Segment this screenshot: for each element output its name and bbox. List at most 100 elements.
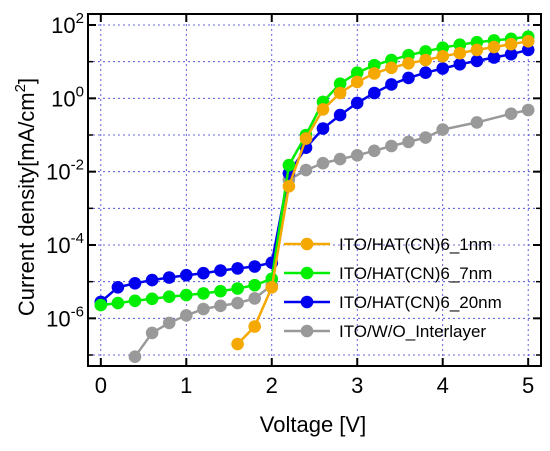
data-point	[248, 278, 261, 292]
y-tick-label: 10-2	[46, 157, 84, 185]
data-point	[248, 292, 261, 305]
data-point	[265, 281, 279, 294]
data-point	[470, 43, 484, 57]
data-point	[162, 290, 176, 304]
data-point	[350, 66, 364, 79]
data-point	[419, 131, 432, 144]
data-point	[145, 273, 159, 287]
data-point	[231, 262, 244, 275]
legend-item: ITO/HAT(CN)6_20nm	[284, 293, 502, 312]
data-point	[299, 132, 313, 145]
data-point	[487, 51, 501, 64]
data-point	[316, 122, 330, 135]
data-point	[419, 66, 432, 79]
data-point	[402, 57, 415, 70]
data-point	[436, 123, 450, 136]
data-point	[419, 53, 432, 67]
data-point	[145, 326, 159, 340]
data-point	[162, 316, 176, 330]
data-point	[453, 46, 467, 60]
legend-item: ITO/HAT(CN)6_1nm	[284, 235, 492, 254]
y-axis-title-close: ]	[14, 78, 39, 84]
data-point	[333, 152, 347, 166]
data-point	[453, 58, 467, 71]
data-point	[197, 266, 210, 280]
data-point	[385, 61, 398, 75]
data-point	[248, 260, 261, 273]
y-tick-label: 102	[51, 10, 84, 38]
data-point	[350, 149, 364, 162]
data-point	[504, 47, 518, 61]
data-point	[214, 299, 227, 313]
data-point	[333, 86, 347, 100]
data-point	[402, 135, 415, 149]
x-tick-label: 3	[351, 373, 363, 398]
data-point	[436, 50, 450, 63]
data-point	[128, 294, 142, 308]
y-tick-label: 100	[51, 83, 84, 111]
data-point	[299, 163, 313, 177]
data-point	[504, 37, 518, 51]
data-point	[94, 298, 108, 312]
data-point	[180, 268, 193, 282]
data-point	[214, 264, 227, 277]
legend-marker	[300, 324, 314, 338]
series-1	[231, 35, 535, 351]
data-point	[197, 302, 210, 316]
series-line	[133, 108, 529, 358]
legend-label: ITO/HAT(CN)6_20nm	[339, 293, 502, 312]
data-point	[231, 282, 244, 295]
x-tick-label: 0	[95, 373, 107, 398]
x-tick-label: 2	[266, 373, 278, 398]
y-axis-title-superscript: 2	[12, 84, 29, 92]
x-tick-label: 5	[522, 373, 534, 398]
legend-marker	[300, 295, 314, 309]
data-point	[214, 284, 227, 298]
data-point	[231, 296, 244, 310]
data-point	[402, 71, 415, 85]
data-point	[385, 78, 398, 91]
data-point	[231, 337, 244, 351]
plot-series	[94, 30, 535, 364]
y-tick-label: 10-6	[46, 303, 84, 331]
data-point	[504, 107, 518, 120]
data-point	[282, 180, 296, 193]
data-point	[316, 103, 330, 116]
data-point	[180, 309, 193, 322]
plot-frame	[87, 13, 542, 367]
data-point	[350, 75, 364, 89]
x-tick-label: 4	[437, 373, 449, 398]
data-point	[197, 287, 210, 300]
data-point	[128, 350, 142, 364]
x-axis-title: Voltage [V]	[260, 412, 366, 437]
data-point	[282, 158, 296, 172]
data-point	[333, 77, 347, 90]
data-point	[162, 271, 176, 284]
data-point	[487, 40, 501, 54]
data-point	[368, 144, 381, 158]
data-point	[180, 288, 193, 302]
legend: ITO/HAT(CN)6_1nm ITO/HAT(CN)6_7nm ITO/HAT(…	[284, 235, 502, 341]
legend-item: ITO/HAT(CN)6_7nm	[284, 264, 492, 283]
x-tick-label: 1	[180, 373, 192, 398]
data-point	[385, 139, 398, 153]
data-point	[470, 116, 484, 129]
y-axis-title: Current density[mA/cm2]	[12, 78, 39, 316]
data-point	[368, 86, 381, 100]
data-point	[333, 108, 347, 122]
y-tick-label: 10-4	[46, 230, 84, 258]
y-axis-title-main: Current density[mA/cm	[14, 92, 39, 316]
data-point	[521, 35, 535, 48]
legend-label: ITO/HAT(CN)6_1nm	[339, 235, 492, 254]
data-point	[350, 96, 364, 110]
data-point	[248, 320, 261, 333]
data-point	[145, 292, 159, 306]
data-point	[316, 156, 330, 170]
grid-lines	[88, 14, 541, 366]
legend-label: ITO/HAT(CN)6_7nm	[339, 264, 492, 283]
series-3	[94, 43, 535, 309]
data-point	[128, 277, 142, 290]
legend-label: ITO/W/O_Interlayer	[339, 322, 486, 341]
legend-marker	[300, 237, 314, 251]
